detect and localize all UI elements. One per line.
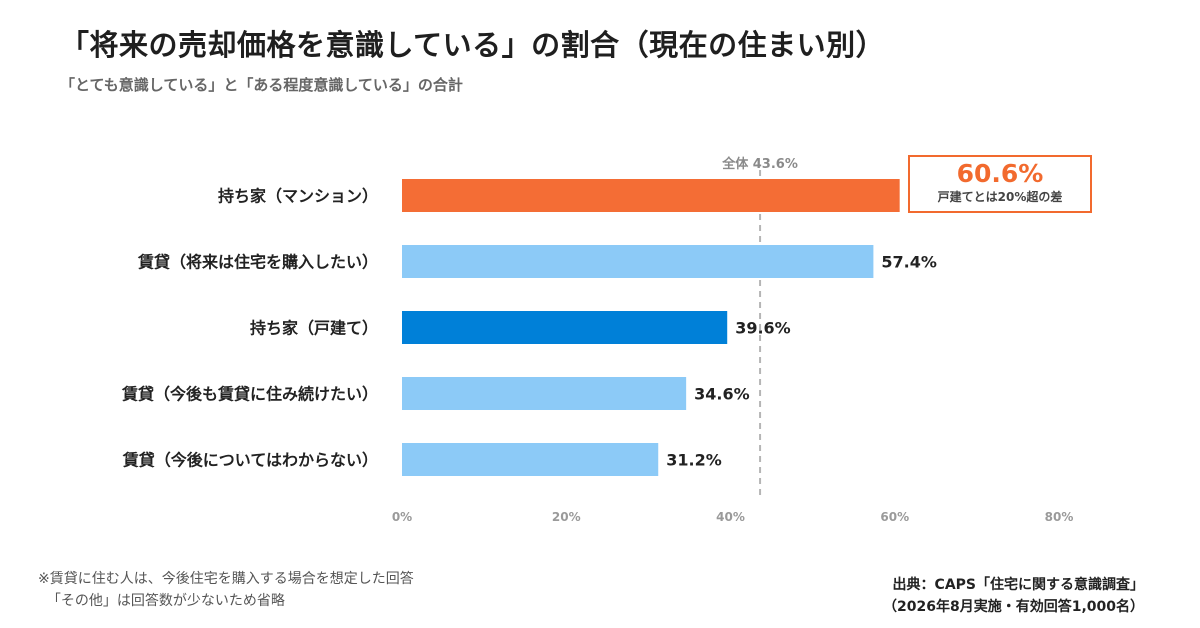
bar: [402, 179, 900, 212]
x-tick-label: 80%: [1045, 510, 1074, 524]
footnote: ※賃貸に住む人は、今後住宅を購入する場合を想定した回答 「その他」は回答数が少な…: [38, 568, 414, 612]
bar: [402, 311, 728, 344]
footnote-line-2: 「その他」は回答数が少ないため省略: [46, 593, 285, 609]
bar-value-label: 57.4%: [881, 253, 937, 272]
bar: [402, 377, 687, 410]
callout-note: 戸建てとは20%超の差: [937, 190, 1063, 204]
highlight-callout: 60.6% 戸建てとは20%超の差: [908, 155, 1092, 213]
category-label: 賃貸（今後についてはわからない）: [122, 451, 378, 470]
bar-chart: 全体 43.6% 持ち家（マンション） 賃貸（将来は住宅を購入したい） 57.4% 持ち…: [121, 156, 1074, 524]
bar-value-label: 39.6%: [735, 319, 791, 338]
bar-value-label: 34.6%: [694, 385, 750, 404]
footnote-line-1: ※賃貸に住む人は、今後住宅を購入する場合を想定した回答: [38, 571, 414, 587]
source-line-2: （2026年8月実施・有効回答1,000名）: [883, 599, 1144, 615]
x-tick-label: 60%: [880, 510, 909, 524]
callout-value: 60.6%: [956, 159, 1044, 188]
category-label: 持ち家（マンション）: [218, 187, 378, 206]
chart-title: 「将来の売却価格を意識している」の割合（現在の住まい別）: [60, 28, 886, 62]
bar: [402, 245, 874, 278]
chart-subtitle: 「とても意識している」と「ある程度意識している」の合計: [60, 76, 463, 94]
bar-value-label: 31.2%: [666, 451, 722, 470]
x-tick-label: 40%: [716, 510, 745, 524]
x-tick-label: 20%: [552, 510, 581, 524]
category-label: 賃貸（将来は住宅を購入したい）: [137, 253, 378, 272]
source-line-1: 出典：CAPS「住宅に関する意識調査」: [892, 577, 1144, 593]
x-tick-label: 0%: [392, 510, 412, 524]
reference-line-label: 全体 43.6%: [721, 156, 798, 172]
source-credit: 出典：CAPS「住宅に関する意識調査」 （2026年8月実施・有効回答1,000…: [883, 574, 1144, 618]
category-label: 賃貸（今後も賃貸に住み続けたい）: [121, 385, 378, 404]
category-label: 持ち家（戸建て）: [250, 319, 378, 338]
bar: [402, 443, 659, 476]
